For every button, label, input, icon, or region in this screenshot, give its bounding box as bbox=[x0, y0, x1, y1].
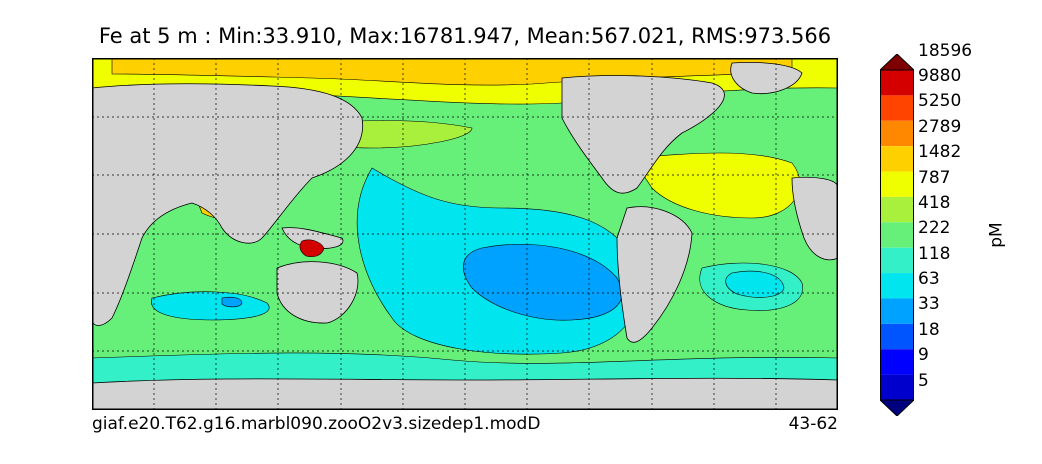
colorbar-bin bbox=[880, 146, 914, 172]
colorbar-bin bbox=[880, 95, 914, 121]
indian-ocean-low-fe-core bbox=[221, 296, 243, 308]
colorbar-tick-label: 2789 bbox=[918, 116, 962, 137]
colorbar-tick-label: 787 bbox=[918, 167, 951, 188]
colorbar-tick-label: 9880 bbox=[918, 66, 962, 86]
colorbar-tick-label: 118 bbox=[918, 243, 951, 264]
colorbar-bin bbox=[880, 374, 914, 400]
colorbar-tick-label: 222 bbox=[918, 218, 951, 239]
graticule bbox=[92, 58, 838, 410]
colorbar-bin bbox=[880, 323, 914, 350]
colorbar-bin bbox=[880, 171, 914, 197]
map-frame bbox=[92, 58, 838, 410]
new-guinea-high-fe bbox=[299, 239, 325, 258]
australia bbox=[276, 261, 359, 324]
greenland bbox=[730, 62, 803, 95]
africa-east bbox=[791, 176, 838, 261]
colorbar-bin bbox=[880, 349, 914, 375]
indonesia bbox=[281, 227, 344, 249]
colorbar-tick-label: 5250 bbox=[918, 91, 962, 112]
land bbox=[92, 62, 838, 410]
colorbar-bin bbox=[880, 70, 914, 96]
colorbar-extend-min bbox=[880, 399, 914, 416]
colorbar-bin bbox=[880, 273, 914, 299]
pacific-lowest-fe-core bbox=[463, 243, 623, 321]
colorbar-bin bbox=[880, 120, 914, 147]
colorbar-extend-max bbox=[880, 54, 914, 71]
colorbar-bin bbox=[880, 298, 914, 324]
colorbar-tick-label: 1482 bbox=[918, 142, 962, 163]
plot-title: Fe at 5 m : Min:33.910, Max:16781.947, M… bbox=[98, 24, 832, 48]
world-map bbox=[92, 58, 838, 410]
colorbar-tick-label: 33 bbox=[918, 294, 940, 315]
colorbar-tick-label: 18596 bbox=[918, 40, 973, 61]
case-name-label: giaf.e20.T62.g16.marbl090.zooO2v3.sizede… bbox=[92, 414, 541, 434]
eurasia-africa bbox=[92, 83, 364, 326]
colorbar-bin bbox=[880, 222, 914, 248]
colorbar-frame bbox=[880, 69, 914, 401]
south-atlantic-low-fe-core bbox=[725, 270, 785, 298]
colorbar-tick-label: 9 bbox=[918, 345, 929, 366]
colorbar-tick-label: 63 bbox=[918, 269, 940, 290]
colorbar-tick-label: 5 bbox=[918, 370, 929, 391]
colorbar-unit-label: pM bbox=[986, 222, 1007, 248]
indian-ocean-low-fe-zone bbox=[151, 291, 270, 321]
colorbar-tick-label: 418 bbox=[918, 192, 951, 213]
years-label: 43-62 bbox=[788, 414, 838, 434]
colorbar-bin bbox=[880, 196, 914, 223]
colorbar-bin bbox=[880, 247, 914, 274]
colorbar bbox=[880, 54, 914, 416]
north-america bbox=[561, 75, 725, 194]
colorbar-tick-label: 18 bbox=[918, 319, 940, 340]
